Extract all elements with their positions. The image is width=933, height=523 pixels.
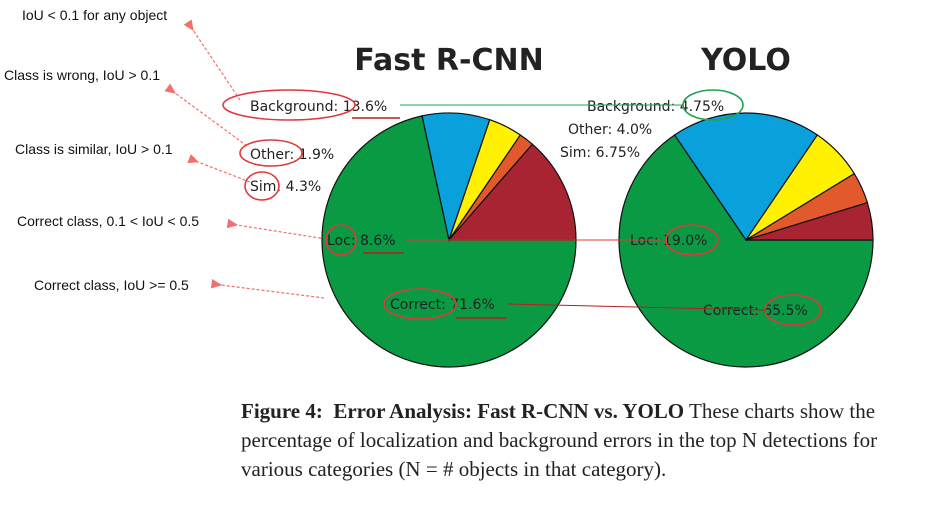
fast-rcnn-correct-label: Correct: 71.6% — [390, 297, 495, 313]
annotation-arrow — [226, 218, 327, 240]
figure-label: Figure 4: — [241, 399, 323, 423]
annotation-arrow — [183, 19, 241, 101]
yolo-loc-label: Loc: 19.0% — [630, 233, 707, 249]
annotation-label: Class is similar, IoU > 0.1 — [15, 141, 173, 157]
annotation-label: Class is wrong, IoU > 0.1 — [4, 67, 160, 83]
highlight-ellipse — [325, 224, 357, 256]
annotation-label: Correct class, 0.1 < IoU < 0.5 — [17, 213, 199, 229]
pie-slice-correct — [618, 134, 874, 368]
annotation-arrow — [164, 83, 248, 147]
chart-title-fast-rcnn: Fast R-CNN — [354, 43, 543, 78]
annotation-label: IoU < 0.1 for any object — [22, 7, 167, 23]
fast-rcnn-background-label: Background: 13.6% — [250, 99, 387, 115]
comparison-connector — [506, 303, 766, 311]
pie-slice-loc — [673, 112, 819, 242]
yolo-sim-label: Sim: 6.75% — [560, 145, 640, 161]
yolo-other-label: Other: 4.0% — [568, 122, 652, 138]
yolo-background-label: Background: 4.75% — [587, 99, 724, 115]
yolo-pie — [618, 112, 874, 368]
highlight-ellipse — [222, 89, 356, 121]
figure-caption: Figure 4: Error Analysis: Fast R-CNN vs.… — [241, 397, 881, 484]
highlight-ellipse — [244, 171, 280, 201]
yolo-correct-label: Correct: 65.5% — [703, 303, 808, 319]
annotation-label: Correct class, IoU >= 0.5 — [34, 277, 189, 293]
pie-slice-background — [447, 143, 577, 241]
annotation-arrow — [187, 154, 251, 183]
highlight-ellipse — [239, 139, 303, 167]
fast-rcnn-other-label: Other: 1.9% — [250, 147, 334, 163]
chart-title-yolo: YOLO — [700, 43, 791, 78]
fast-rcnn-sim-label: Sim: 4.3% — [250, 179, 321, 195]
figure-title: Error Analysis: Fast R-CNN vs. YOLO — [333, 399, 685, 423]
highlight-ellipse — [383, 288, 457, 320]
annotation-arrow — [210, 279, 325, 299]
figure-body: These charts show the percentage of loca… — [241, 399, 878, 481]
pie-slice-background — [745, 201, 874, 241]
fast-rcnn-loc-label: Loc: 8.6% — [327, 233, 396, 249]
